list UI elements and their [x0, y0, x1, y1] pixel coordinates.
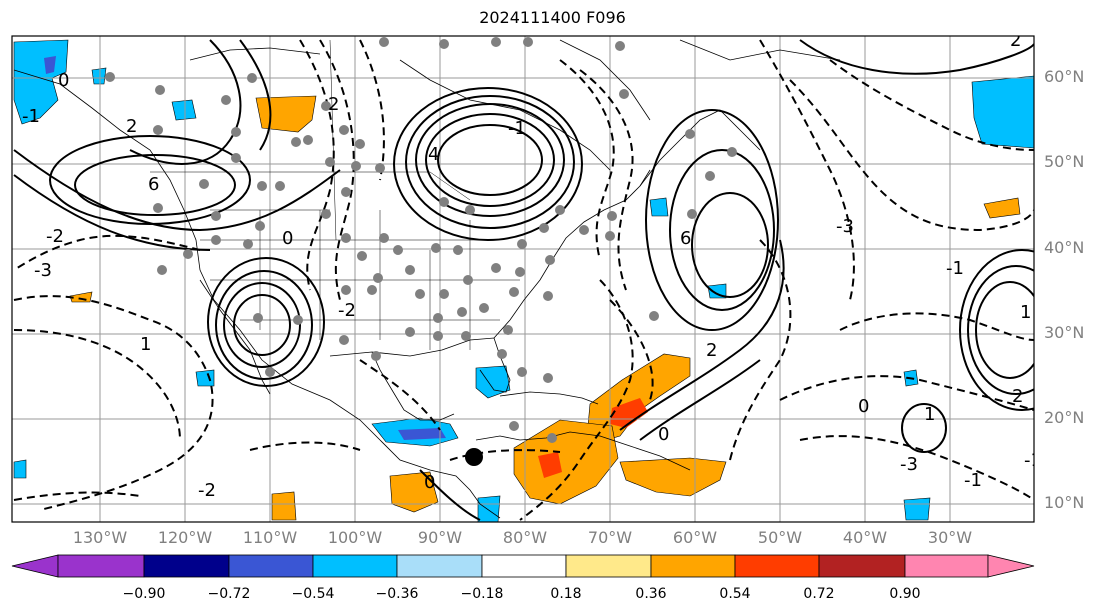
- shade-blue-atl3: [903, 497, 931, 521]
- contour-label: -1: [946, 258, 964, 279]
- shade-blue-hudson: [971, 75, 1034, 149]
- contour-label: 6: [148, 174, 159, 195]
- contour-labels: 0 2 -1 -2 -3 1 6 4 -1 2 -2 0 -3 2 0 6 -1…: [22, 30, 1042, 501]
- lon-label: 70°W: [587, 528, 633, 547]
- shade-blue-pac: [195, 369, 215, 387]
- colorbar-tick-label: 0.36: [635, 586, 667, 602]
- lon-label: 90°W: [417, 528, 463, 547]
- colorbar-bin: [143, 554, 230, 578]
- shade-blue-ep: [477, 495, 501, 522]
- colorbar-bin: [734, 554, 820, 578]
- station-dots: [105, 37, 737, 443]
- colorbar-tick-label: −0.90: [122, 586, 166, 602]
- contour-label: 0: [58, 70, 69, 91]
- contour-label: 6: [680, 228, 691, 249]
- contour-label: -3: [836, 216, 854, 237]
- contour-label: 2: [1012, 386, 1023, 407]
- colorbar-extend-right: [987, 554, 1035, 578]
- contour-label: 1: [924, 404, 935, 425]
- contours-positive: [13, 39, 1034, 521]
- contour-label: -1: [964, 470, 982, 491]
- shade-orange-sa: [513, 419, 619, 505]
- contour-label: 2: [706, 340, 717, 361]
- colorbar-tick-label: 0.18: [550, 586, 582, 602]
- colorbar-bin: [228, 554, 314, 578]
- shade-darkblue-nw: [44, 56, 56, 74]
- colorbar-tick-label: −0.18: [460, 586, 504, 602]
- lon-label: 30°W: [927, 528, 973, 547]
- storm-center-marker: [465, 448, 483, 466]
- shade-orange-rockies: [255, 95, 317, 133]
- lat-label: 20°N: [1044, 408, 1085, 427]
- contour-label: -3: [900, 454, 918, 475]
- colorbar-tick-label: 0.72: [803, 586, 835, 602]
- lon-label: 120°W: [157, 528, 213, 547]
- colorbar-tick-label: −0.36: [375, 586, 419, 602]
- lat-label: 30°N: [1044, 323, 1085, 342]
- colorbar-extend-left: [11, 554, 59, 578]
- contour-label: 0: [424, 472, 435, 493]
- lon-label: 50°W: [757, 528, 803, 547]
- shade-orange-atl: [983, 197, 1021, 219]
- contour-label: 4: [428, 144, 439, 165]
- contour-label: -1: [22, 106, 40, 127]
- shade-darkblue-gulf: [398, 428, 446, 440]
- colorbar-bin: [396, 554, 483, 578]
- lat-label: 40°N: [1044, 238, 1085, 257]
- lat-label: 50°N: [1044, 152, 1085, 171]
- coastlines: [13, 39, 841, 519]
- contour-label: 2: [126, 116, 137, 137]
- colorbar-bin: [904, 554, 989, 578]
- contour-label: -3: [34, 260, 52, 281]
- shade-orange-pac: [69, 291, 93, 303]
- colorbar-tick-label: 0.54: [719, 586, 751, 602]
- lon-label: 130°W: [72, 528, 128, 547]
- lon-label: 60°W: [672, 528, 718, 547]
- contour-label: 0: [282, 228, 293, 249]
- lon-label: 100°W: [327, 528, 383, 547]
- contour-label: -1: [1024, 450, 1042, 471]
- contour-label: -2: [338, 300, 356, 321]
- map-frame: [11, 35, 1035, 523]
- colorbar-bin: [57, 554, 145, 578]
- map-title: 2024111400 F096: [479, 8, 626, 27]
- colorbar-bin: [565, 554, 652, 578]
- shade-orange-sa2: [619, 457, 727, 497]
- lon-label: 40°W: [842, 528, 888, 547]
- state-borders: [150, 39, 520, 350]
- contour-label: 2: [328, 94, 339, 115]
- shade-orange-ep2: [271, 491, 297, 521]
- lon-label: 110°W: [242, 528, 298, 547]
- colorbar: [11, 554, 1035, 578]
- contour-label: 0: [858, 396, 869, 417]
- shade-blue-nw2: [91, 67, 107, 85]
- contour-label: 1: [1020, 302, 1031, 323]
- contour-label: 2: [1010, 30, 1021, 51]
- shade-blue-wp: [13, 459, 27, 479]
- shade-blue-atl5: [707, 283, 727, 299]
- lon-label: 80°W: [502, 528, 548, 547]
- shade-blue-atl2: [649, 197, 669, 217]
- colorbar-bin: [481, 554, 567, 578]
- contour-label: -2: [198, 480, 216, 501]
- shade-blue-bc: [171, 99, 197, 121]
- colorbar-bin: [312, 554, 398, 578]
- shade-blue-fl: [475, 365, 511, 399]
- contour-label: -2: [46, 226, 64, 247]
- colorbar-tick-label: −0.54: [291, 586, 335, 602]
- contour-label: 0: [658, 424, 669, 445]
- shade-red-carib: [610, 398, 648, 428]
- contours-negative: [13, 39, 1034, 521]
- contour-label: -1: [508, 118, 526, 139]
- colorbar-bin: [650, 554, 736, 578]
- contour-label: 1: [140, 334, 151, 355]
- shade-red-sa: [538, 452, 562, 478]
- lat-label: 60°N: [1044, 67, 1085, 86]
- colorbar-tick-label: 0.90: [889, 586, 921, 602]
- lat-label: 10°N: [1044, 493, 1085, 512]
- colorbar-bin: [818, 554, 906, 578]
- colorbar-tick-label: −0.72: [207, 586, 251, 602]
